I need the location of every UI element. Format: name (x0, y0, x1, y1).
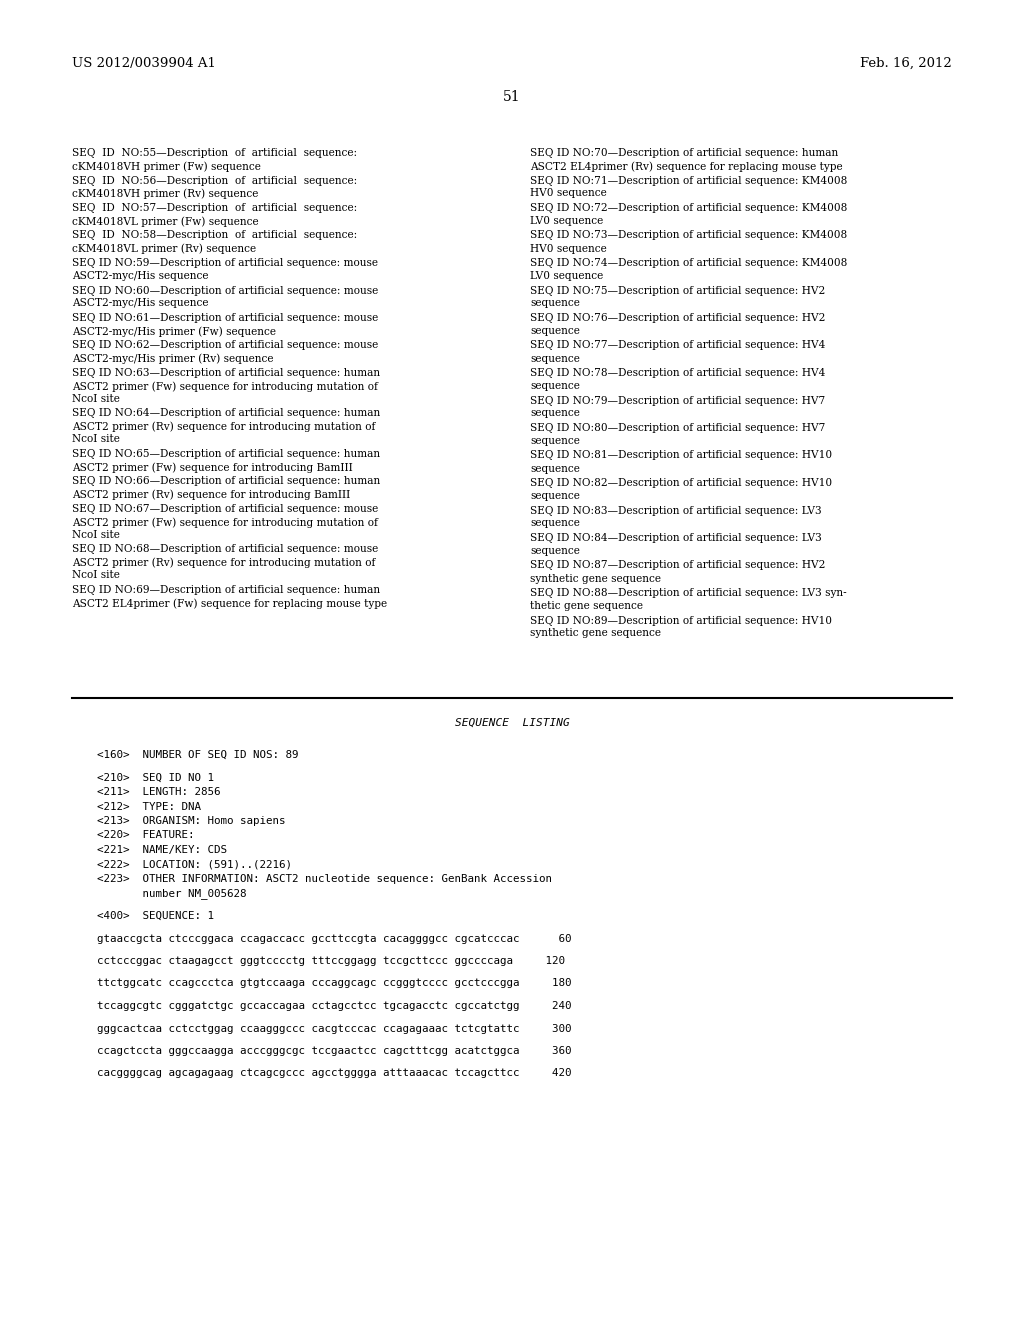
Text: number NM_005628: number NM_005628 (97, 888, 247, 899)
Text: ttctggcatc ccagccctca gtgtccaaga cccaggcagc ccgggtcccc gcctcccgga     180: ttctggcatc ccagccctca gtgtccaaga cccaggc… (97, 978, 571, 989)
Text: SEQ ID NO:82—Description of artificial sequence: HV10: SEQ ID NO:82—Description of artificial s… (530, 478, 833, 488)
Text: ASCT2 EL4primer (Fw) sequence for replacing mouse type: ASCT2 EL4primer (Fw) sequence for replac… (72, 598, 387, 609)
Text: SEQ ID NO:79—Description of artificial sequence: HV7: SEQ ID NO:79—Description of artificial s… (530, 396, 825, 405)
Text: sequence: sequence (530, 546, 580, 556)
Text: SEQ ID NO:84—Description of artificial sequence: LV3: SEQ ID NO:84—Description of artificial s… (530, 533, 821, 543)
Text: SEQ ID NO:74—Description of artificial sequence: KM4008: SEQ ID NO:74—Description of artificial s… (530, 257, 848, 268)
Text: cKM4018VL primer (Rv) sequence: cKM4018VL primer (Rv) sequence (72, 243, 256, 253)
Text: SEQ ID NO:67—Description of artificial sequence: mouse: SEQ ID NO:67—Description of artificial s… (72, 504, 378, 513)
Text: ASCT2 EL4primer (Rv) sequence for replacing mouse type: ASCT2 EL4primer (Rv) sequence for replac… (530, 161, 843, 172)
Text: SEQ ID NO:81—Description of artificial sequence: HV10: SEQ ID NO:81—Description of artificial s… (530, 450, 833, 461)
Text: <160>  NUMBER OF SEQ ID NOS: 89: <160> NUMBER OF SEQ ID NOS: 89 (97, 750, 299, 760)
Text: sequence: sequence (530, 381, 580, 391)
Text: tccaggcgtc cgggatctgc gccaccagaa cctagcctcc tgcagacctc cgccatctgg     240: tccaggcgtc cgggatctgc gccaccagaa cctagcc… (97, 1001, 571, 1011)
Text: SEQ ID NO:72—Description of artificial sequence: KM4008: SEQ ID NO:72—Description of artificial s… (530, 203, 848, 213)
Text: SEQUENCE  LISTING: SEQUENCE LISTING (455, 718, 569, 729)
Text: NcoI site: NcoI site (72, 393, 120, 404)
Text: LV0 sequence: LV0 sequence (530, 216, 603, 226)
Text: SEQ ID NO:63—Description of artificial sequence: human: SEQ ID NO:63—Description of artificial s… (72, 368, 380, 378)
Text: ASCT2 primer (Fw) sequence for introducing BamIII: ASCT2 primer (Fw) sequence for introduci… (72, 462, 352, 473)
Text: SEQ ID NO:88—Description of artificial sequence: LV3 syn-: SEQ ID NO:88—Description of artificial s… (530, 587, 847, 598)
Text: ASCT2 primer (Fw) sequence for introducing mutation of: ASCT2 primer (Fw) sequence for introduci… (72, 381, 378, 392)
Text: SEQ  ID  NO:57—Description  of  artificial  sequence:: SEQ ID NO:57—Description of artificial s… (72, 203, 357, 213)
Text: SEQ  ID  NO:55—Description  of  artificial  sequence:: SEQ ID NO:55—Description of artificial s… (72, 148, 357, 158)
Text: sequence: sequence (530, 298, 580, 309)
Text: cKM4018VH primer (Rv) sequence: cKM4018VH primer (Rv) sequence (72, 189, 258, 199)
Text: <222>  LOCATION: (591)..(2216): <222> LOCATION: (591)..(2216) (97, 859, 292, 870)
Text: SEQ ID NO:76—Description of artificial sequence: HV2: SEQ ID NO:76—Description of artificial s… (530, 313, 825, 323)
Text: SEQ ID NO:60—Description of artificial sequence: mouse: SEQ ID NO:60—Description of artificial s… (72, 285, 378, 296)
Text: SEQ ID NO:70—Description of artificial sequence: human: SEQ ID NO:70—Description of artificial s… (530, 148, 839, 158)
Text: cKM4018VL primer (Fw) sequence: cKM4018VL primer (Fw) sequence (72, 216, 259, 227)
Text: synthetic gene sequence: synthetic gene sequence (530, 628, 662, 639)
Text: thetic gene sequence: thetic gene sequence (530, 601, 643, 611)
Text: sequence: sequence (530, 463, 580, 474)
Text: ASCT2 primer (Rv) sequence for introducing mutation of: ASCT2 primer (Rv) sequence for introduci… (72, 421, 376, 432)
Text: SEQ ID NO:59—Description of artificial sequence: mouse: SEQ ID NO:59—Description of artificial s… (72, 257, 378, 268)
Text: Feb. 16, 2012: Feb. 16, 2012 (860, 57, 952, 70)
Text: ASCT2 primer (Rv) sequence for introducing mutation of: ASCT2 primer (Rv) sequence for introduci… (72, 557, 376, 568)
Text: SEQ ID NO:87—Description of artificial sequence: HV2: SEQ ID NO:87—Description of artificial s… (530, 561, 825, 570)
Text: sequence: sequence (530, 491, 580, 502)
Text: <210>  SEQ ID NO 1: <210> SEQ ID NO 1 (97, 772, 214, 783)
Text: LV0 sequence: LV0 sequence (530, 271, 603, 281)
Text: SEQ ID NO:77—Description of artificial sequence: HV4: SEQ ID NO:77—Description of artificial s… (530, 341, 825, 351)
Text: cacggggcag agcagagaag ctcagcgccc agcctgggga atttaaacac tccagcttcc     420: cacggggcag agcagagaag ctcagcgccc agcctgg… (97, 1068, 571, 1078)
Text: NcoI site: NcoI site (72, 570, 120, 581)
Text: gggcactcaa cctcctggag ccaagggccc cacgtcccac ccagagaaac tctcgtattc     300: gggcactcaa cctcctggag ccaagggccc cacgtcc… (97, 1023, 571, 1034)
Text: cKM4018VH primer (Fw) sequence: cKM4018VH primer (Fw) sequence (72, 161, 261, 172)
Text: gtaaccgcta ctcccggaca ccagaccacc gccttccgta cacaggggcc cgcatcccac      60: gtaaccgcta ctcccggaca ccagaccacc gccttcc… (97, 933, 571, 944)
Text: ASCT2 primer (Fw) sequence for introducing mutation of: ASCT2 primer (Fw) sequence for introduci… (72, 517, 378, 528)
Text: <213>  ORGANISM: Homo sapiens: <213> ORGANISM: Homo sapiens (97, 816, 286, 826)
Text: sequence: sequence (530, 408, 580, 418)
Text: synthetic gene sequence: synthetic gene sequence (530, 573, 662, 583)
Text: <223>  OTHER INFORMATION: ASCT2 nucleotide sequence: GenBank Accession: <223> OTHER INFORMATION: ASCT2 nucleotid… (97, 874, 552, 884)
Text: SEQ ID NO:78—Description of artificial sequence: HV4: SEQ ID NO:78—Description of artificial s… (530, 368, 825, 378)
Text: sequence: sequence (530, 519, 580, 528)
Text: ccagctccta gggccaagga acccgggcgc tccgaactcc cagctttcgg acatctggca     360: ccagctccta gggccaagga acccgggcgc tccgaac… (97, 1045, 571, 1056)
Text: NcoI site: NcoI site (72, 434, 120, 445)
Text: 51: 51 (503, 90, 521, 104)
Text: SEQ ID NO:80—Description of artificial sequence: HV7: SEQ ID NO:80—Description of artificial s… (530, 422, 825, 433)
Text: SEQ ID NO:66—Description of artificial sequence: human: SEQ ID NO:66—Description of artificial s… (72, 477, 380, 487)
Text: SEQ ID NO:65—Description of artificial sequence: human: SEQ ID NO:65—Description of artificial s… (72, 449, 380, 459)
Text: SEQ ID NO:64—Description of artificial sequence: human: SEQ ID NO:64—Description of artificial s… (72, 408, 380, 418)
Text: <220>  FEATURE:: <220> FEATURE: (97, 830, 195, 841)
Text: sequence: sequence (530, 326, 580, 337)
Text: SEQ ID NO:62—Description of artificial sequence: mouse: SEQ ID NO:62—Description of artificial s… (72, 341, 378, 351)
Text: HV0 sequence: HV0 sequence (530, 243, 607, 253)
Text: ASCT2-myc/His sequence: ASCT2-myc/His sequence (72, 298, 209, 309)
Text: sequence: sequence (530, 436, 580, 446)
Text: SEQ ID NO:89—Description of artificial sequence: HV10: SEQ ID NO:89—Description of artificial s… (530, 615, 831, 626)
Text: SEQ ID NO:68—Description of artificial sequence: mouse: SEQ ID NO:68—Description of artificial s… (72, 544, 378, 554)
Text: SEQ ID NO:69—Description of artificial sequence: human: SEQ ID NO:69—Description of artificial s… (72, 585, 380, 595)
Text: SEQ ID NO:73—Description of artificial sequence: KM4008: SEQ ID NO:73—Description of artificial s… (530, 231, 847, 240)
Text: ASCT2-myc/His sequence: ASCT2-myc/His sequence (72, 271, 209, 281)
Text: <212>  TYPE: DNA: <212> TYPE: DNA (97, 801, 201, 812)
Text: SEQ  ID  NO:58—Description  of  artificial  sequence:: SEQ ID NO:58—Description of artificial s… (72, 231, 357, 240)
Text: SEQ  ID  NO:56—Description  of  artificial  sequence:: SEQ ID NO:56—Description of artificial s… (72, 176, 357, 186)
Text: <211>  LENGTH: 2856: <211> LENGTH: 2856 (97, 787, 220, 797)
Text: US 2012/0039904 A1: US 2012/0039904 A1 (72, 57, 216, 70)
Text: SEQ ID NO:61—Description of artificial sequence: mouse: SEQ ID NO:61—Description of artificial s… (72, 313, 378, 323)
Text: ASCT2-myc/His primer (Rv) sequence: ASCT2-myc/His primer (Rv) sequence (72, 354, 273, 364)
Text: <221>  NAME/KEY: CDS: <221> NAME/KEY: CDS (97, 845, 227, 855)
Text: ASCT2-myc/His primer (Fw) sequence: ASCT2-myc/His primer (Fw) sequence (72, 326, 276, 337)
Text: SEQ ID NO:75—Description of artificial sequence: HV2: SEQ ID NO:75—Description of artificial s… (530, 285, 825, 296)
Text: ASCT2 primer (Rv) sequence for introducing BamIII: ASCT2 primer (Rv) sequence for introduci… (72, 490, 350, 500)
Text: sequence: sequence (530, 354, 580, 363)
Text: HV0 sequence: HV0 sequence (530, 189, 607, 198)
Text: SEQ ID NO:71—Description of artificial sequence: KM4008: SEQ ID NO:71—Description of artificial s… (530, 176, 848, 186)
Text: <400>  SEQUENCE: 1: <400> SEQUENCE: 1 (97, 911, 214, 921)
Text: SEQ ID NO:83—Description of artificial sequence: LV3: SEQ ID NO:83—Description of artificial s… (530, 506, 821, 516)
Text: cctcccggac ctaagagcct gggtcccctg tttccggagg tccgcttccc ggccccaga     120: cctcccggac ctaagagcct gggtcccctg tttccgg… (97, 956, 565, 966)
Text: NcoI site: NcoI site (72, 531, 120, 540)
